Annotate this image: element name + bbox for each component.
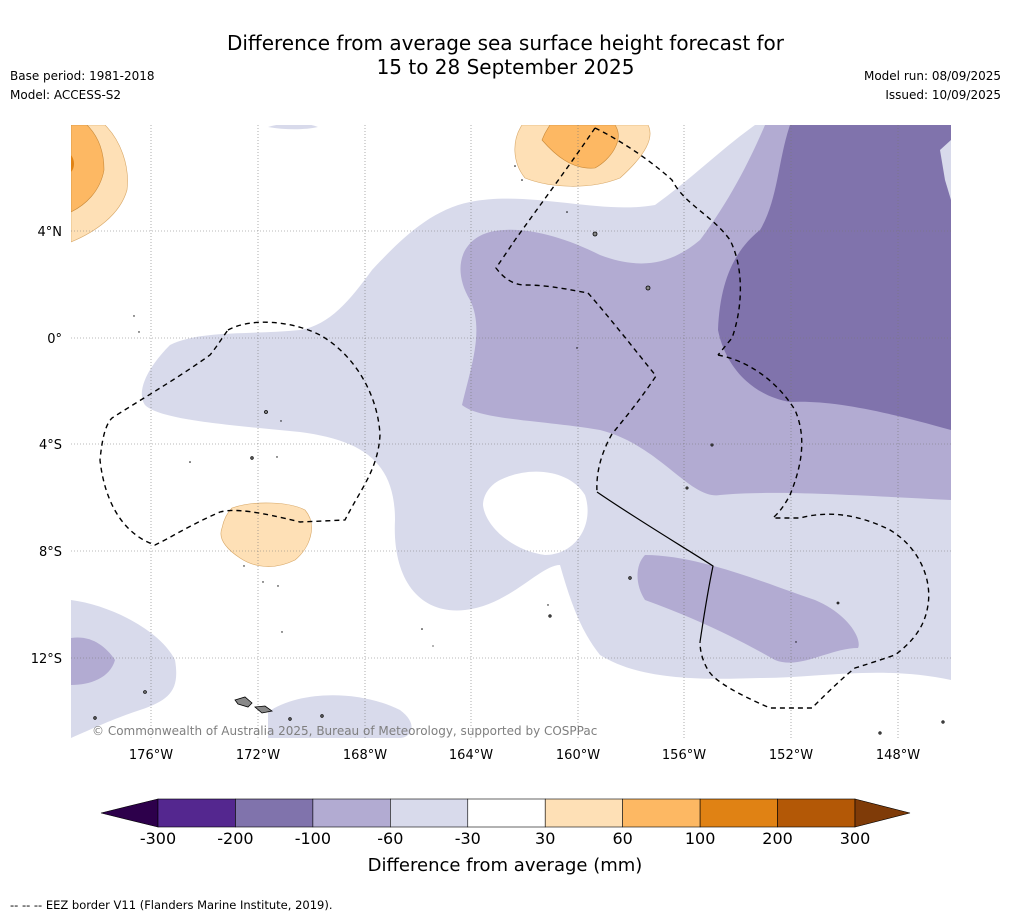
anomaly-region-white-hole xyxy=(483,471,588,555)
colorbar-high-extend xyxy=(854,798,911,828)
colorbar-cell xyxy=(235,798,314,828)
anomaly-region-positive-northwest-dark xyxy=(71,155,74,172)
anomaly-region-positive-southwest-light xyxy=(220,502,312,567)
meta-right: Model run: 08/09/2025 Issued: 10/09/2025 xyxy=(864,67,1001,105)
colorbar-tick-label: 300 xyxy=(840,829,871,848)
colorbar-cells xyxy=(157,798,856,828)
colorbar-cell xyxy=(544,798,623,828)
lon-label-168w: 168°W xyxy=(343,748,387,763)
anomaly-region-positive-northwest-mid xyxy=(71,125,105,213)
colorbar-tick-label: 100 xyxy=(685,829,716,848)
colorbar-label: Difference from average (mm) xyxy=(368,855,643,876)
graticule xyxy=(71,125,951,738)
lat-label-8s: 8°S xyxy=(39,545,62,560)
anomaly-region-south-lavender xyxy=(637,555,859,663)
copyright-text: © Commonwealth of Australia 2025, Bureau… xyxy=(92,724,597,738)
colorbar-tick-label: -200 xyxy=(217,829,253,848)
colorbar-cell xyxy=(312,798,391,828)
colorbar-cell xyxy=(157,798,236,828)
eez-border-east xyxy=(699,354,930,709)
lon-label-156w: 156°W xyxy=(662,748,706,763)
base-period-text: Base period: 1981-2018 xyxy=(10,69,155,83)
model-text: Model: ACCESS-S2 xyxy=(10,88,122,102)
anomaly-region-dark-purple xyxy=(718,125,951,430)
colorbar-cell xyxy=(777,798,856,828)
lon-label-176w: 176°W xyxy=(129,748,173,763)
eez-border-west xyxy=(99,321,381,546)
map-panel: © Commonwealth of Australia 2025, Bureau… xyxy=(71,125,951,738)
meta-left: Base period: 1981-2018 Model: ACCESS-S2 xyxy=(10,67,155,105)
eez-border-solid xyxy=(596,491,714,643)
lon-label-148w: 148°W xyxy=(876,748,920,763)
latitude-labels: 4°N 0° 4°S 8°S 12°S xyxy=(31,225,62,667)
anomaly-region-southwest-2 xyxy=(71,637,115,685)
colorbar-low-extend xyxy=(100,798,159,828)
colorbar-tick-label: -300 xyxy=(140,829,176,848)
islands xyxy=(93,231,945,735)
colorbar-tick-label: -100 xyxy=(295,829,331,848)
anomaly-region-southwest-1 xyxy=(71,600,177,738)
lat-label-4s: 4°S xyxy=(39,438,62,453)
eez-border-center xyxy=(587,292,657,493)
islets xyxy=(133,165,797,647)
colorbar-cell xyxy=(467,798,546,828)
eez-border-north xyxy=(594,127,742,356)
anomaly-region-north-sliver xyxy=(268,125,318,130)
title-line-2: 15 to 28 September 2025 xyxy=(376,55,635,79)
colorbar-tick-label: 200 xyxy=(762,829,793,848)
lat-label-12s: 12°S xyxy=(31,652,62,667)
colorbar-tick-label: 30 xyxy=(535,829,555,848)
anomaly-region-positive-north-mid xyxy=(541,125,619,169)
eez-footnote: -- -- -- EEZ border V11 (Flanders Marine… xyxy=(10,898,333,912)
island-samoa-2 xyxy=(254,705,273,714)
eez-borders xyxy=(99,127,930,709)
anomaly-region-south-bottom xyxy=(268,695,412,738)
colorbar-tick-label: -60 xyxy=(377,829,403,848)
island-samoa-1 xyxy=(234,696,253,708)
lon-label-172w: 172°W xyxy=(236,748,280,763)
colorbar-tick-label: 60 xyxy=(612,829,632,848)
lat-label-4n: 4°N xyxy=(38,225,63,240)
colorbar-tick-labels: -300 -200 -100 -60 -30 30 60 100 200 300 xyxy=(140,829,870,848)
colorbar-tick-label: -30 xyxy=(455,829,481,848)
longitude-labels: 176°W 172°W 168°W 164°W 160°W 156°W 152°… xyxy=(129,748,920,763)
model-run-text: Model run: 08/09/2025 xyxy=(863,69,1001,83)
anomaly-region-east-edge xyxy=(940,140,951,200)
colorbar-cell xyxy=(622,798,701,828)
title-line-1: Difference from average sea surface heig… xyxy=(226,31,785,55)
lon-label-160w: 160°W xyxy=(556,748,600,763)
colorbar: -300 -200 -100 -60 -30 30 60 100 200 300 Differen… xyxy=(100,798,911,876)
lat-label-0: 0° xyxy=(47,332,62,347)
colorbar-cell xyxy=(699,798,778,828)
colorbar-cell xyxy=(390,798,469,828)
issued-text: Issued: 10/09/2025 xyxy=(885,88,1001,102)
lon-label-152w: 152°W xyxy=(769,748,813,763)
map-title: Difference from average sea surface heig… xyxy=(0,31,1011,79)
lon-label-164w: 164°W xyxy=(449,748,493,763)
eez-border-north-west xyxy=(495,127,596,294)
